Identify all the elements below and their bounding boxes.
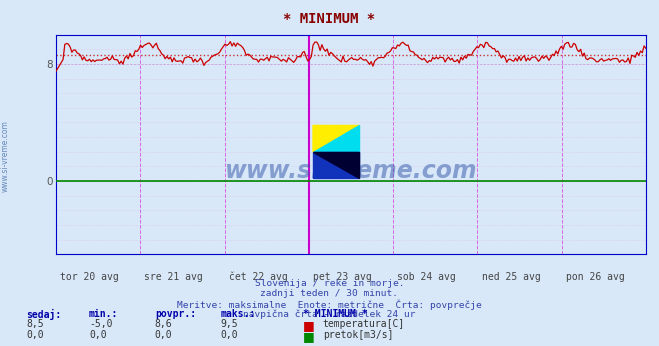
- Text: povpr.:: povpr.:: [155, 309, 196, 319]
- Text: tor 20 avg: tor 20 avg: [60, 272, 119, 282]
- Text: Meritve: maksimalne  Enote: metrične  Črta: povprečje: Meritve: maksimalne Enote: metrične Črta…: [177, 299, 482, 310]
- Polygon shape: [313, 125, 359, 152]
- Text: temperatura[C]: temperatura[C]: [323, 319, 405, 329]
- Text: 0,0: 0,0: [89, 330, 107, 340]
- Text: 9,5: 9,5: [221, 319, 239, 329]
- Text: www.si-vreme.com: www.si-vreme.com: [225, 159, 477, 183]
- Text: ■: ■: [303, 330, 315, 343]
- Text: sedaj:: sedaj:: [26, 309, 61, 320]
- Text: 0,0: 0,0: [221, 330, 239, 340]
- Text: zadnji teden / 30 minut.: zadnji teden / 30 minut.: [260, 289, 399, 298]
- Text: ■: ■: [303, 319, 315, 332]
- Text: * MINIMUM *: * MINIMUM *: [283, 12, 376, 26]
- Text: Slovenija / reke in morje.: Slovenija / reke in morje.: [255, 279, 404, 288]
- Text: sre 21 avg: sre 21 avg: [144, 272, 203, 282]
- Text: 0,0: 0,0: [155, 330, 173, 340]
- Polygon shape: [313, 125, 359, 152]
- Text: -5,0: -5,0: [89, 319, 113, 329]
- Text: maks.:: maks.:: [221, 309, 256, 319]
- Text: pretok[m3/s]: pretok[m3/s]: [323, 330, 393, 340]
- Text: 8,5: 8,5: [26, 319, 44, 329]
- Bar: [313, 152, 359, 178]
- Text: www.si-vreme.com: www.si-vreme.com: [1, 120, 10, 192]
- Text: * MINIMUM *: * MINIMUM *: [303, 309, 368, 319]
- Text: čet 22 avg: čet 22 avg: [229, 272, 287, 282]
- Polygon shape: [313, 152, 359, 178]
- Text: navpična črta - razdelek 24 ur: navpična črta - razdelek 24 ur: [243, 310, 416, 319]
- Text: pet 23 avg: pet 23 avg: [313, 272, 372, 282]
- Text: min.:: min.:: [89, 309, 119, 319]
- Text: sob 24 avg: sob 24 avg: [397, 272, 456, 282]
- Text: 8,6: 8,6: [155, 319, 173, 329]
- Text: pon 26 avg: pon 26 avg: [566, 272, 625, 282]
- Text: 0,0: 0,0: [26, 330, 44, 340]
- Text: ned 25 avg: ned 25 avg: [482, 272, 540, 282]
